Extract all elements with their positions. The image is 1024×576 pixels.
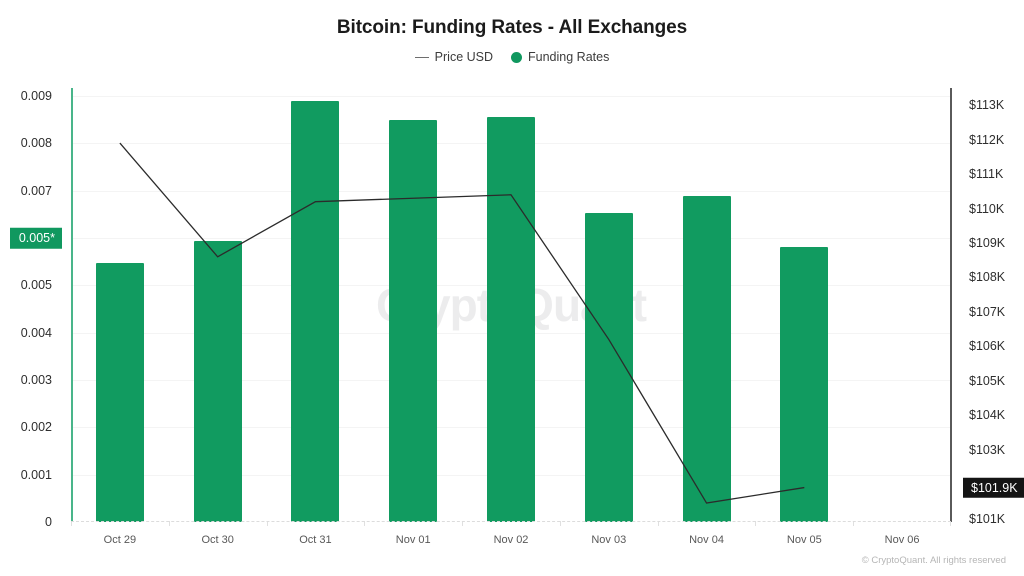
left-axis-current-value-badge: 0.005* — [9, 227, 62, 249]
right-axis-tick-label: $101K — [969, 511, 1006, 526]
right-axis-tick-label: $109K — [969, 236, 1006, 250]
left-axis-tick-label: 0 — [45, 515, 52, 529]
x-tick-mark — [755, 521, 757, 526]
legend-item-price-usd[interactable]: Price USD — [414, 50, 494, 64]
bar[interactable] — [95, 262, 144, 522]
plot-area[interactable]: CryptoQuant — [71, 88, 952, 526]
x-axis-tick-label: Oct 29 — [103, 534, 137, 546]
right-axis-spine — [950, 88, 952, 522]
x-tick-mark — [559, 521, 561, 526]
left-axis-tick-label: 0.004 — [20, 325, 52, 340]
right-axis-tick-label: $112K — [969, 132, 1005, 147]
right-axis-tick-label: $110K — [969, 201, 1005, 216]
right-axis-tick-label: $113K — [969, 98, 1005, 113]
left-axis-tick-label: 0.007 — [20, 183, 52, 198]
x-tick-mark — [462, 521, 464, 526]
bottom-axis-spine — [71, 521, 951, 522]
price-line-path — [119, 142, 805, 504]
right-axis-labels: $113K $112K $111K $110K $109K $108K $107K $106K… — [961, 88, 1024, 526]
page-title: Bitcoin: Funding Rates - All Exchanges — [336, 17, 688, 38]
x-axis-tick-label: Nov 01 — [395, 534, 431, 546]
right-axis-tick-label: $108K — [969, 270, 1006, 285]
left-axis-tick-label: 0.001 — [20, 467, 52, 482]
x-tick-mark — [266, 521, 268, 526]
x-tick-mark — [853, 521, 855, 526]
bar[interactable] — [193, 240, 242, 522]
x-axis-tick-label: Oct 31 — [299, 534, 332, 546]
left-axis-tick-label: 0.008 — [20, 136, 52, 151]
line-swatch-icon — [414, 56, 429, 58]
legend-item-funding-rates[interactable]: Funding Rates — [511, 50, 609, 64]
left-axis-tick-label: 0.009 — [20, 89, 52, 104]
price-line-series — [119, 142, 805, 504]
left-axis-tick-label: 0.005 — [20, 278, 52, 293]
left-axis-spine — [71, 88, 73, 522]
right-axis-current-value-badge: $101.9K — [963, 477, 1024, 498]
left-axis-labels: 0.009 0.008 0.007 0.005 0.004 0.003 0.002 0.001… — [0, 88, 62, 529]
bar[interactable] — [389, 119, 438, 522]
bar[interactable] — [584, 212, 633, 522]
right-axis-tick-label: $106K — [969, 339, 1006, 354]
gridline — [71, 96, 951, 98]
right-axis-tick-label: $104K — [969, 408, 1006, 423]
bar[interactable] — [682, 195, 731, 522]
x-tick-mark — [364, 521, 366, 526]
x-tick-mark — [168, 521, 170, 526]
x-axis-tick-label: Nov 04 — [689, 534, 724, 546]
x-tick-mark — [657, 521, 659, 526]
bar[interactable] — [780, 247, 829, 522]
x-axis-tick-label: Nov 05 — [786, 534, 822, 546]
right-axis-tick-label: $105K — [969, 373, 1006, 388]
x-tick-mark — [71, 521, 72, 526]
circle-dot-icon — [511, 51, 523, 63]
x-axis-tick-label: Nov 02 — [493, 534, 529, 546]
x-axis-tick-label: Oct 30 — [201, 534, 234, 546]
x-axis-tick-label: Nov 03 — [591, 534, 627, 546]
left-axis-tick-label: 0.002 — [20, 420, 52, 435]
x-axis-tick-label: Nov 06 — [884, 534, 920, 546]
right-axis-tick-label: $107K — [969, 304, 1006, 319]
legend-label-price-usd: Price USD — [434, 50, 494, 64]
copyright-footer: © CryptoQuant. All rights reserved — [861, 555, 1006, 566]
right-axis-tick-label: $103K — [969, 442, 1006, 457]
right-axis-tick-label: $111K — [969, 167, 1004, 182]
legend-label-funding-rates: Funding Rates — [528, 50, 610, 64]
bar[interactable] — [291, 100, 340, 522]
chart-legend: Price USD Funding Rates — [0, 50, 1024, 64]
left-axis-tick-label: 0.003 — [20, 373, 52, 387]
bar[interactable] — [487, 116, 535, 522]
x-tick-mark — [950, 521, 951, 526]
